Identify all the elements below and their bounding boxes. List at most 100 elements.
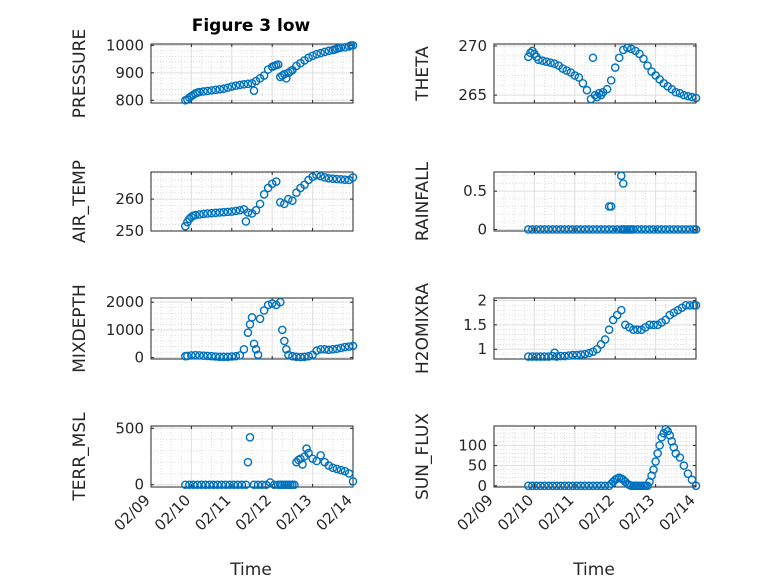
data-point (524, 352, 533, 361)
data-point (253, 350, 263, 360)
data-point (616, 305, 626, 315)
data-point (195, 87, 204, 97)
data-point (687, 475, 697, 485)
data-point (665, 225, 675, 234)
data-point (282, 74, 291, 83)
data-point (564, 225, 574, 234)
data-point (237, 480, 247, 490)
data-point (643, 61, 652, 70)
y-tick-label: 250 (115, 222, 144, 240)
data-point (655, 441, 664, 450)
data-point (217, 480, 226, 490)
axes-box (493, 425, 697, 488)
data-point (259, 190, 269, 199)
data-point (247, 313, 257, 322)
axes-box (150, 43, 354, 104)
data-point (568, 481, 578, 491)
data-point (205, 480, 214, 490)
data-point (203, 351, 212, 361)
data-point (606, 76, 616, 85)
data-point (239, 344, 249, 354)
y-axis-label: PRESSURE (70, 29, 90, 118)
data-point (685, 301, 695, 310)
data-point (316, 171, 325, 181)
data-point (544, 352, 553, 361)
data-point (336, 465, 346, 475)
data-point (651, 457, 660, 466)
y-tick-label: 500 (115, 419, 144, 437)
data-point (584, 225, 594, 234)
data-point (195, 210, 204, 219)
y-tick-label: 260 (115, 190, 144, 208)
data-point (253, 480, 263, 490)
data-point (243, 79, 253, 89)
data-point (271, 177, 281, 186)
data-point (185, 480, 194, 490)
data-point (556, 481, 565, 491)
data-point (223, 352, 233, 362)
data-point (223, 83, 233, 92)
data-point (588, 481, 598, 491)
data-point (588, 225, 598, 234)
y-tick-label: 0 (134, 476, 144, 494)
data-point (592, 225, 602, 234)
data-point (219, 84, 229, 94)
data-point (233, 480, 243, 490)
data-point (602, 84, 612, 94)
data-point (229, 480, 239, 490)
data-point (618, 45, 628, 55)
data-point (679, 461, 689, 470)
data-point (332, 344, 342, 354)
data-point (269, 480, 279, 490)
data-point (588, 53, 598, 63)
data-point (536, 481, 545, 491)
data-point (633, 325, 642, 335)
data-point (552, 481, 561, 491)
data-point (691, 93, 701, 103)
data-point (259, 71, 269, 80)
data-point (570, 71, 580, 80)
data-point (213, 480, 222, 490)
data-point (536, 225, 545, 234)
data-point (304, 53, 313, 63)
data-point (255, 314, 265, 324)
data-point (227, 82, 237, 91)
data-point (187, 351, 196, 360)
data-point (633, 225, 642, 234)
data-point (560, 225, 570, 234)
data-point (691, 225, 701, 234)
data-point (618, 179, 628, 188)
data-point (348, 41, 358, 50)
figure-title: Figure 3 low (192, 16, 311, 36)
data-point (552, 225, 561, 234)
data-point (584, 481, 594, 491)
data-point (227, 207, 237, 216)
data-point (616, 171, 626, 181)
axes-box (150, 425, 354, 488)
data-point (241, 480, 251, 490)
data-point (691, 301, 701, 310)
data-point (324, 174, 334, 183)
data-point (532, 481, 541, 491)
data-point (286, 67, 295, 76)
data-point (259, 306, 269, 315)
data-point (328, 463, 338, 473)
data-point (681, 225, 691, 234)
data-point (673, 225, 683, 234)
y-axis-label: AIR_TEMP (70, 160, 90, 243)
y-axis-label: H2OMIXRA (413, 283, 433, 374)
data-point (528, 481, 537, 491)
data-point (245, 432, 255, 442)
data-point (199, 351, 208, 360)
data-point (548, 481, 557, 491)
data-point (243, 208, 253, 217)
data-point (604, 325, 614, 335)
data-point (538, 56, 547, 66)
data-point (284, 194, 293, 204)
data-point (564, 481, 574, 491)
data-point (639, 54, 648, 64)
data-point (249, 86, 259, 95)
data-point (653, 225, 662, 234)
data-point (257, 480, 267, 490)
data-point (596, 481, 606, 491)
